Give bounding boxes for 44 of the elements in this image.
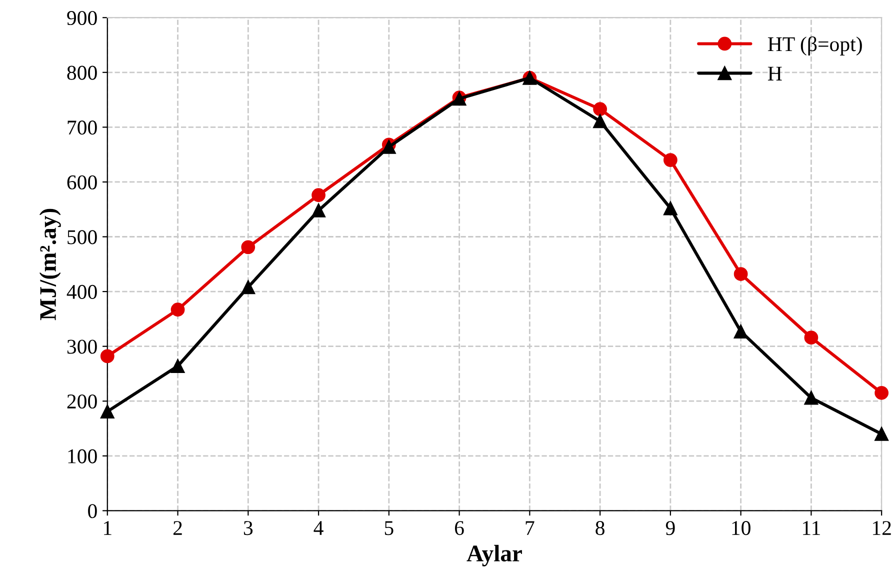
y-tick-label: 700: [68, 120, 97, 135]
point: [663, 153, 678, 167]
x-tick-label: 7: [526, 521, 534, 535]
legend-label: HT (β=opt): [768, 36, 862, 56]
y-tick-label: 100: [68, 449, 97, 464]
point: [874, 386, 889, 400]
x-tick-label: 2: [173, 521, 182, 535]
x-tick-label: 10: [732, 521, 750, 536]
y-tick-label: 600: [67, 175, 97, 190]
x-tick-label: 6: [454, 521, 464, 536]
x-tick-label: 1: [104, 521, 112, 535]
point: [734, 267, 748, 281]
x-tick-label: 4: [314, 521, 324, 535]
point: [804, 330, 818, 345]
y-tick-label: 300: [67, 340, 97, 354]
point: [170, 302, 185, 317]
y-tick-label: 800: [67, 66, 97, 80]
point: [593, 102, 607, 116]
y-tick-label: 900: [67, 10, 97, 26]
point: [170, 359, 185, 373]
legend-label: H: [768, 66, 782, 80]
point: [241, 240, 256, 254]
point: [312, 204, 326, 218]
x-tick-label: 3: [244, 521, 253, 536]
x-axis-title: Aylar: [466, 544, 522, 566]
x-tick-label: 12: [872, 521, 891, 535]
y-tick-label: 200: [67, 394, 97, 409]
x-tick-label: 11: [803, 521, 820, 535]
point: [874, 427, 889, 441]
point: [734, 324, 748, 338]
x-tick-label: 5: [384, 521, 394, 536]
y-axis-title: MJ/(m².ay): [39, 208, 61, 320]
point: [312, 188, 326, 202]
point: [804, 390, 818, 405]
point: [100, 349, 114, 364]
x-tick-label: 9: [666, 521, 675, 536]
y-tick-label: 500: [68, 230, 97, 244]
point: [593, 114, 607, 128]
y-tick-label: 400: [66, 284, 97, 299]
point: [241, 280, 256, 294]
y-tick-label: 0: [88, 504, 97, 518]
x-tick-label: 8: [596, 521, 604, 536]
point: [100, 404, 114, 418]
point: [663, 201, 678, 216]
